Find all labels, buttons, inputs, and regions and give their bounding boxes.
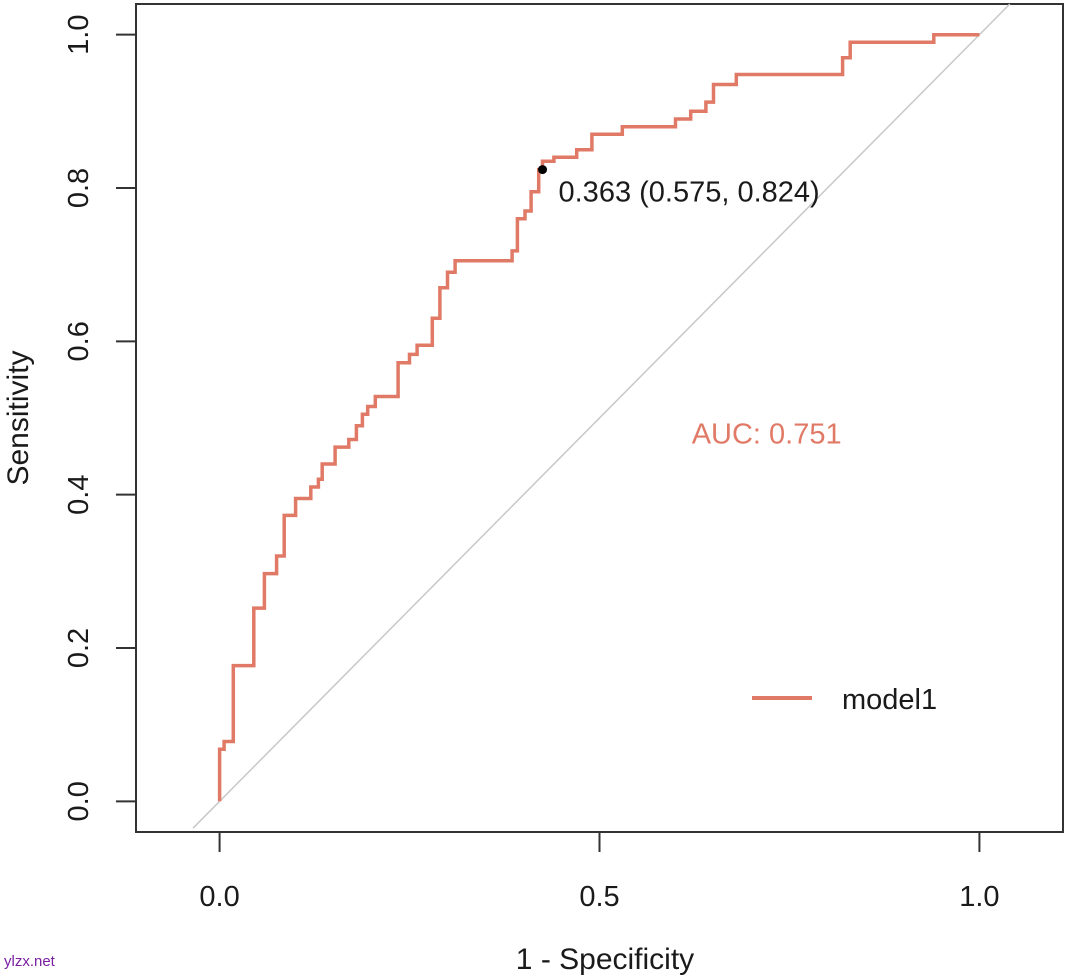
x-tick-label: 0.0 (199, 881, 239, 913)
legend: model1 (752, 684, 937, 716)
y-tick-label: 0.6 (63, 321, 95, 361)
annotation-layer: 0.363 (0.575, 0.824) AUC: 0.751 (538, 165, 842, 450)
y-tick-label: 0.2 (63, 628, 95, 668)
x-tick-label: 1.0 (959, 881, 999, 913)
series-layer (217, 32, 980, 802)
auc-label: AUC: 0.751 (692, 418, 842, 450)
diagonal-reference-layer (192, 3, 1011, 829)
axes-layer: 0.0 0.5 1.0 0.0 0.2 0.4 0.6 0.8 1.0 (63, 15, 1000, 913)
optimal-cutoff-point (538, 165, 548, 175)
y-tick-label: 0.0 (63, 781, 95, 821)
x-axis-title: 1 - Specificity (516, 943, 694, 976)
legend-label-model1: model1 (842, 684, 937, 716)
y-tick-label: 0.8 (63, 168, 95, 208)
y-tick-label: 1.0 (63, 15, 95, 55)
y-tick-label: 0.4 (63, 475, 95, 515)
diagonal-reference-line (192, 3, 1011, 829)
optimal-cutoff-label: 0.363 (0.575, 0.824) (559, 177, 820, 209)
watermark-text: ylzx.net (4, 953, 55, 970)
x-tick-label: 0.5 (579, 881, 619, 913)
y-axis-title: Sensitivity (2, 350, 35, 485)
roc-curve-model1 (217, 32, 980, 802)
